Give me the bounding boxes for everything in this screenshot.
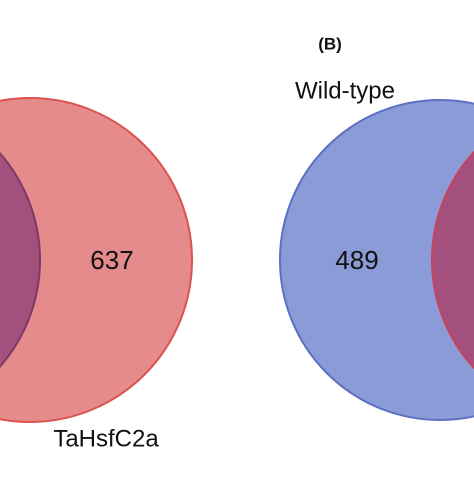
blue-set-circle <box>279 99 474 421</box>
overlap-shape <box>431 100 474 420</box>
overlap-region <box>431 100 474 420</box>
panel-label: (B) <box>318 34 342 53</box>
count-label: 489 <box>335 245 378 275</box>
overlap-shape <box>0 98 41 422</box>
count-label: 637 <box>90 245 133 275</box>
set-label: Wild-type <box>295 77 395 104</box>
overlap-region <box>0 98 41 422</box>
set-label: TaHsfC2a <box>53 425 159 452</box>
pink-set-circle <box>0 97 193 423</box>
